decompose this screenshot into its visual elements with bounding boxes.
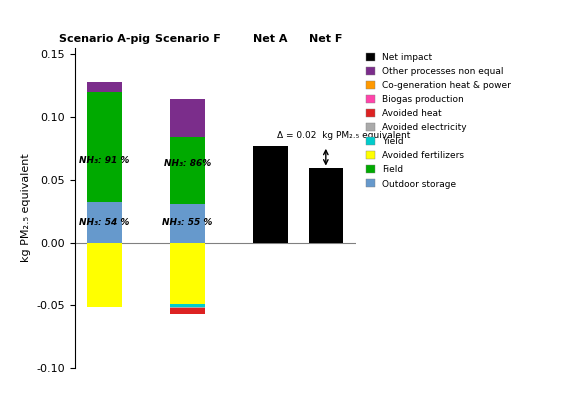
Text: NH₃: 55 %: NH₃: 55 % <box>162 218 213 227</box>
Bar <box>253 146 288 242</box>
Bar <box>87 82 122 92</box>
Bar <box>170 308 205 314</box>
Text: NH₃: 54 %: NH₃: 54 % <box>79 218 130 227</box>
Bar <box>87 92 122 202</box>
Bar <box>170 242 205 304</box>
Bar <box>309 168 343 242</box>
Y-axis label: kg PM₂.₅ equivalent: kg PM₂.₅ equivalent <box>21 154 31 262</box>
Text: NH₃: 91 %: NH₃: 91 % <box>79 156 130 166</box>
Legend: Net impact, Other processes non equal, Co-generation heat & power, Biogas produc: Net impact, Other processes non equal, C… <box>366 52 511 188</box>
Text: Δ = 0.02  kg PM₂.₅ equivalent: Δ = 0.02 kg PM₂.₅ equivalent <box>277 131 411 140</box>
Bar <box>87 202 122 242</box>
Bar <box>87 242 122 306</box>
Text: NH₃: 86%: NH₃: 86% <box>164 159 211 168</box>
Bar <box>170 306 205 308</box>
Bar <box>170 304 205 306</box>
Bar <box>170 100 205 137</box>
Bar <box>170 204 205 242</box>
Bar <box>170 137 205 204</box>
